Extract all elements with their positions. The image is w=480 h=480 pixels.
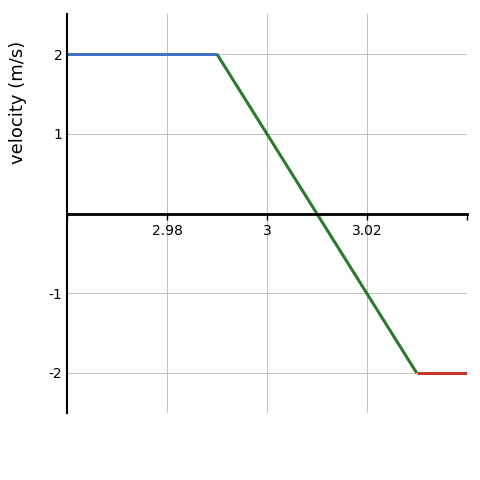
Y-axis label: velocity (m/s): velocity (m/s) bbox=[10, 40, 27, 164]
